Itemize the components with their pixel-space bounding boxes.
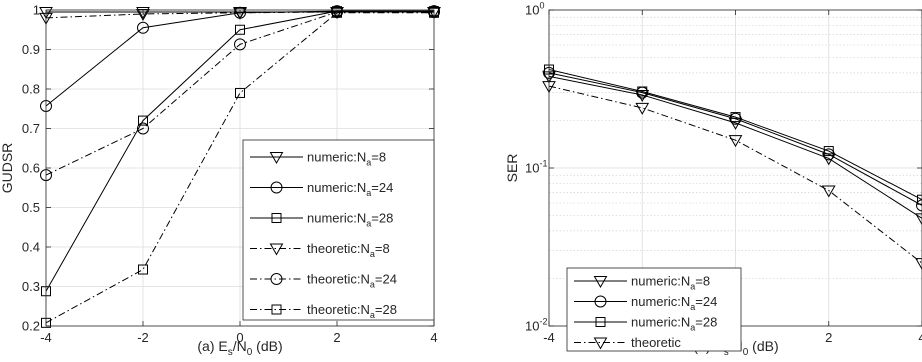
- legend-label-1: numeric:Na=8: [307, 150, 386, 168]
- x-tick-label: 4: [430, 330, 437, 345]
- data-point-s3-5: [917, 194, 922, 205]
- data-point-s5-2: [137, 122, 149, 135]
- x-tick-label: -4: [543, 330, 555, 345]
- legend-label-4: theoretic: [631, 335, 681, 350]
- legend-marker-3: [595, 317, 606, 327]
- series-line-5: [46, 11, 434, 176]
- data-point-s4-4: [821, 185, 836, 198]
- data-point-s3-3: [730, 112, 741, 123]
- legend-marker-4: [593, 337, 608, 350]
- series-line-6: [46, 12, 434, 324]
- legend-box: [242, 139, 435, 321]
- legend-marker-6: [271, 304, 282, 315]
- series-line-3: [46, 10, 434, 292]
- y-tick-label: 0.3: [22, 279, 40, 294]
- y-tick-label: 10-1: [525, 159, 547, 176]
- legend-label-2: numeric:Na=24: [307, 180, 393, 198]
- y-tick-label: 0.9: [22, 42, 40, 57]
- data-point-s2-4: [822, 148, 835, 161]
- data-point-s2-3: [729, 112, 742, 125]
- y-tick-label: 100: [525, 1, 544, 18]
- data-point-s1-1: [39, 6, 53, 19]
- series-line-3: [549, 69, 922, 201]
- legend-marker-4: [269, 243, 284, 256]
- chart-1: -4 -2 0 2 4 0.2 0.3 0.4 0.5 0.6 0.7 0.8 0.9 1 GUDSR (a)…: [0, 3, 441, 358]
- y-tick-label: 0.2: [22, 319, 40, 334]
- data-point-s5-3: [234, 38, 246, 51]
- y-tick-label: 0.5: [22, 200, 40, 215]
- x-tick-label: -4: [40, 330, 52, 345]
- y-tick-label: 0.7: [22, 121, 40, 136]
- x-tick-label: 4: [918, 330, 922, 345]
- legend-marker-2: [270, 181, 283, 194]
- data-point-s3-2: [637, 86, 648, 97]
- legend: numeric:Na=8 numeric:Na=24 numeric:Na=28 th…: [242, 139, 435, 321]
- data-point-s3-2: [138, 115, 148, 126]
- y-tick-label: 1: [33, 3, 40, 18]
- legend-label-3: numeric:Na=28: [631, 315, 717, 333]
- x-axis-label: (a) Es/N0 (dB): [197, 338, 282, 358]
- data-point-s4-3: [728, 135, 743, 148]
- legend-label-5: theoretic:Na=24: [307, 272, 397, 290]
- legend-box: [566, 267, 742, 352]
- data-point-s3-4: [823, 146, 834, 157]
- data-point-s4-5: [915, 258, 922, 271]
- x-tick-label: -2: [137, 330, 149, 345]
- legend-label-4: theoretic:Na=8: [307, 241, 390, 259]
- y-tick-label: 0.4: [22, 240, 40, 255]
- y-tick-label: 0.8: [22, 82, 40, 97]
- data-point-s4-2: [635, 102, 650, 115]
- legend-label-2: numeric:Na=24: [631, 294, 717, 312]
- legend-marker-3: [271, 213, 282, 223]
- data-point-s4-5: [427, 6, 441, 19]
- y-axis-label: GUDSR: [0, 143, 15, 194]
- series-line-1: [549, 75, 922, 219]
- legend: numeric:Na=8 numeric:Na=24 numeric:Na=28 th…: [566, 267, 742, 352]
- y-tick-label: 0.6: [22, 161, 40, 176]
- legend-label-1: numeric:Na=8: [631, 274, 710, 292]
- data-point-s4-3: [233, 7, 247, 20]
- data-point-s3-3: [235, 24, 245, 35]
- legend-label-6: theoretic:Na=28: [307, 302, 397, 320]
- series-line-4: [549, 85, 922, 264]
- data-point-s2-2: [137, 21, 149, 34]
- legend-marker-2: [594, 295, 607, 308]
- data-point-s6-2: [138, 264, 148, 275]
- x-tick-label: 2: [333, 330, 340, 345]
- y-tick-label: 10-2: [525, 317, 547, 334]
- data-point-s6-3: [235, 87, 245, 98]
- data-point-s1-2: [136, 6, 150, 19]
- data-point-s4-2: [136, 8, 150, 21]
- data-point-s2-5: [916, 199, 922, 212]
- legend-label-3: numeric:Na=28: [307, 211, 393, 229]
- legend-marker-1: [593, 276, 608, 289]
- x-tick-label: 0: [236, 330, 243, 345]
- data-point-s6-4: [332, 7, 342, 18]
- legend-marker-5: [270, 273, 283, 285]
- legend-marker-1: [269, 152, 284, 165]
- x-tick-label: 2: [825, 330, 832, 345]
- data-point-s1-5: [915, 213, 922, 226]
- y-axis-label: SER: [504, 154, 520, 183]
- data-point-s4-4: [330, 6, 344, 19]
